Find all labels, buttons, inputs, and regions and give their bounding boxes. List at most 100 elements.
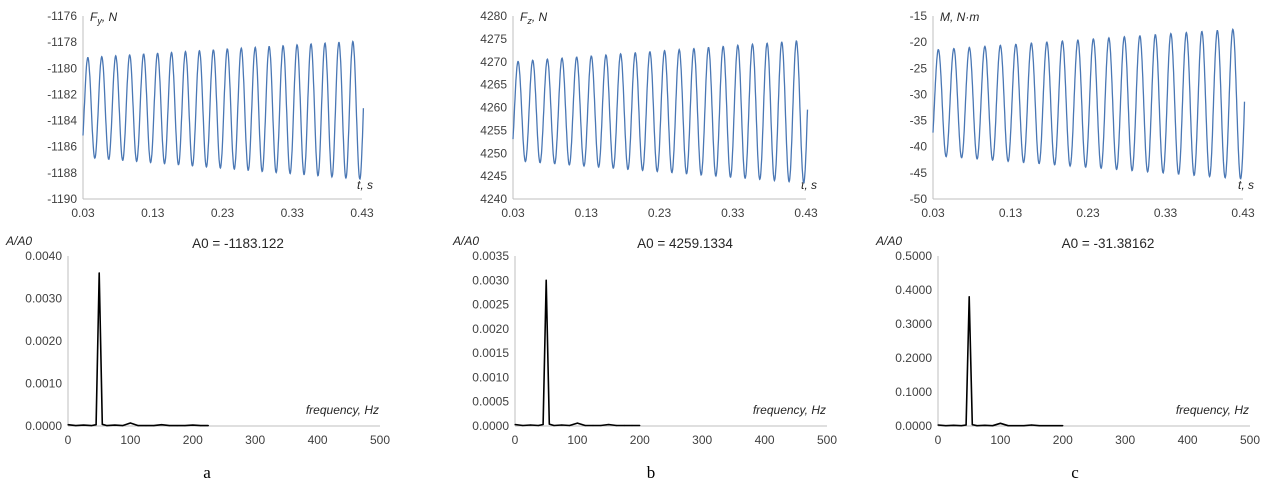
y-tick-label: -1176 bbox=[47, 9, 77, 23]
y-axis-label-unit: , N bbox=[102, 10, 118, 24]
spectrum-point bbox=[176, 424, 178, 427]
spectrum-title: A0 = -31.38162 bbox=[1062, 236, 1155, 251]
spectrum-point bbox=[101, 423, 103, 425]
x-tick-label: 500 bbox=[1240, 433, 1260, 447]
y-axis-label: Fy, N bbox=[90, 10, 118, 26]
y-tick-label: 0.0020 bbox=[472, 322, 509, 336]
x-tick-label: 400 bbox=[755, 433, 775, 447]
spectrum-point bbox=[1062, 425, 1064, 427]
spectrum-title: A0 = 4259.1334 bbox=[637, 236, 733, 251]
spectrum-point bbox=[129, 422, 131, 424]
spectrum-point bbox=[114, 424, 116, 426]
y-tick-label: -40 bbox=[910, 140, 928, 154]
x-tick-label: 0.43 bbox=[1231, 206, 1255, 220]
x-tick-label: 0 bbox=[935, 433, 942, 447]
y-axis-label: A/A0 bbox=[5, 234, 32, 248]
x-tick-label: 0.23 bbox=[1076, 206, 1100, 220]
x-tick-label: 300 bbox=[245, 433, 265, 447]
spectrum-point bbox=[98, 272, 100, 274]
y-tick-label: 0.0000 bbox=[472, 419, 509, 433]
x-tick-label: 0.33 bbox=[1154, 206, 1178, 220]
y-axis-label-unit: , N bbox=[532, 10, 548, 24]
spectrum-point bbox=[561, 424, 563, 426]
y-tick-label: 0.0035 bbox=[472, 249, 509, 263]
x-tick-label: 100 bbox=[990, 433, 1010, 447]
x-tick-label: 0.03 bbox=[71, 206, 95, 220]
spectrum-series-line bbox=[514, 279, 640, 427]
x-tick-label: 0 bbox=[512, 433, 519, 447]
y-tick-label: -1182 bbox=[47, 87, 77, 101]
y-tick-label: 0.1000 bbox=[895, 385, 932, 399]
spectrum-point bbox=[639, 424, 641, 427]
y-tick-label: 0.0020 bbox=[25, 334, 62, 348]
x-tick-label: 0.43 bbox=[794, 206, 818, 220]
y-axis-label: A/A0 bbox=[875, 234, 902, 248]
spectrum-point bbox=[569, 424, 571, 427]
y-tick-label: 0.0030 bbox=[472, 273, 509, 287]
spectrum-point bbox=[1023, 425, 1025, 427]
spectrum-point bbox=[999, 422, 1002, 424]
y-tick-label: 4280 bbox=[480, 9, 507, 23]
spectrum-point bbox=[200, 424, 202, 427]
x-axis-label: t, s bbox=[1238, 178, 1254, 192]
y-tick-label: -25 bbox=[910, 61, 928, 75]
y-tick-label: -35 bbox=[910, 114, 928, 128]
x-tick-label: 500 bbox=[370, 433, 390, 447]
spectrum-point bbox=[584, 424, 586, 427]
y-tick-label: 0.0025 bbox=[472, 298, 509, 312]
time-signal-chart-a: -1176 -1178 -1180 -1182 -1184 -1186 -1188 -1190… bbox=[47, 9, 374, 220]
x-tick-label: 100 bbox=[567, 433, 587, 447]
x-axis-label: t, s bbox=[357, 178, 373, 192]
panel-label-b: b bbox=[647, 463, 656, 482]
spectrum-point bbox=[1015, 425, 1017, 427]
spectrum-point bbox=[161, 424, 163, 426]
y-tick-label: -45 bbox=[910, 166, 928, 180]
y-tick-label: 4240 bbox=[480, 192, 507, 206]
x-tick-label: 0 bbox=[65, 433, 72, 447]
y-axis-label-subscript: z bbox=[526, 16, 532, 26]
spectrum-point bbox=[514, 423, 516, 426]
y-tick-label: -20 bbox=[910, 35, 928, 49]
spectrum-chart-b: 0.0035 0.0030 0.0025 0.0020 0.0015 0.0010 0.00… bbox=[452, 234, 837, 447]
y-tick-label: 0.0030 bbox=[25, 292, 62, 306]
x-axis-label: frequency, Hz bbox=[306, 403, 379, 417]
y-tick-label: 0.0010 bbox=[472, 370, 509, 384]
y-tick-label: 0.4000 bbox=[895, 283, 932, 297]
x-tick-label: 0.23 bbox=[211, 206, 235, 220]
spectrum-point bbox=[976, 425, 978, 427]
x-tick-label: 0.33 bbox=[281, 206, 305, 220]
plots-layer: -1176 -1178 -1180 -1182 -1184 -1186 -1188 -1190… bbox=[5, 9, 1260, 447]
spectrum-point bbox=[537, 424, 540, 427]
y-axis-label-main: F bbox=[520, 10, 528, 24]
spectrum-point bbox=[592, 424, 594, 427]
x-tick-label: 0.13 bbox=[141, 206, 165, 220]
spectrum-point bbox=[192, 424, 194, 426]
x-tick-label: 200 bbox=[1053, 433, 1073, 447]
spectrum-point bbox=[953, 424, 955, 426]
panel-label-a: a bbox=[203, 463, 211, 482]
y-tick-label: 4270 bbox=[480, 55, 507, 69]
spectrum-point bbox=[83, 424, 85, 426]
y-tick-label: 0.0040 bbox=[25, 249, 62, 263]
spectrum-point bbox=[106, 424, 108, 427]
x-tick-label: 400 bbox=[308, 433, 328, 447]
spectrum-point bbox=[184, 424, 186, 427]
spectrum-point bbox=[937, 424, 939, 426]
y-tick-label: -1184 bbox=[47, 114, 77, 128]
panel-label-c: c bbox=[1071, 463, 1079, 482]
y-tick-label: 0.0000 bbox=[895, 419, 932, 433]
spectrum-point bbox=[1054, 425, 1056, 427]
spectrum-point bbox=[153, 424, 155, 427]
y-tick-label: -50 bbox=[910, 192, 928, 206]
y-axis-label: A/A0 bbox=[452, 234, 479, 248]
spectrum-point bbox=[960, 425, 963, 427]
x-tick-label: 0.13 bbox=[999, 206, 1023, 220]
y-tick-label: 4260 bbox=[480, 101, 507, 115]
x-tick-label: 0.43 bbox=[350, 206, 374, 220]
spectrum-point bbox=[631, 424, 633, 427]
spectrum-series-line bbox=[67, 272, 209, 427]
y-tick-label: 4275 bbox=[480, 32, 507, 46]
